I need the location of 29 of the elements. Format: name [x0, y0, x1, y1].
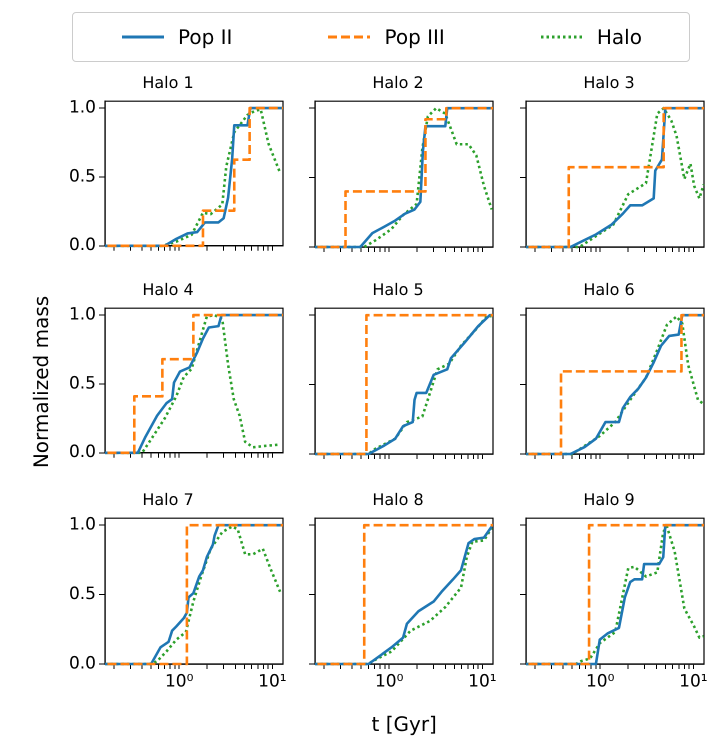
legend-label: Pop II: [178, 25, 232, 49]
x-tick-label: 10¹: [468, 672, 497, 692]
chart-title: Halo 7: [142, 490, 194, 509]
chart-title: Halo 9: [583, 490, 635, 509]
y-tick-label: 0.0: [68, 235, 96, 256]
chart-title: Halo 1: [142, 72, 194, 92]
chart-title: Halo 3: [583, 72, 635, 92]
x-tick-label: 10⁰: [164, 672, 194, 692]
x-tick-label: 10¹: [258, 672, 287, 692]
y-tick-label: 0.0: [68, 653, 96, 674]
x-axis-title: t [Gyr]: [372, 712, 437, 736]
y-tick-label: 1.0: [68, 514, 96, 535]
y-tick-label: 1.0: [68, 98, 96, 118]
x-tick-label: 10⁰: [374, 672, 404, 692]
chart-title: Halo 5: [372, 280, 424, 299]
legend-label: Pop III: [384, 25, 445, 49]
chart-title: Halo 6: [583, 280, 635, 299]
y-tick-label: 0.0: [68, 442, 96, 462]
y-tick-label: 0.5: [68, 584, 96, 604]
chart-title: Halo 4: [142, 280, 194, 299]
chart-title: Halo 8: [372, 490, 424, 509]
y-axis-title: Normalized mass: [29, 295, 54, 468]
y-tick-label: 0.5: [68, 373, 96, 394]
y-tick-label: 0.5: [68, 166, 96, 186]
x-tick-label: 10¹: [679, 672, 708, 692]
legend-label: Halo: [596, 25, 642, 49]
chart-title: Halo 2: [372, 72, 424, 92]
x-tick-label: 10⁰: [586, 672, 615, 692]
y-tick-label: 1.0: [68, 304, 96, 325]
